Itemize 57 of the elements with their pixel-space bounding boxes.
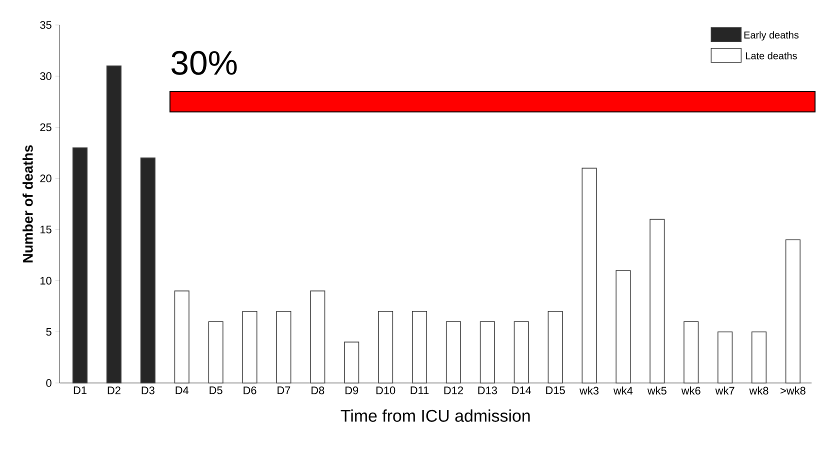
- x-tick-label: D1: [74, 386, 86, 394]
- x-tick-label: D6: [244, 386, 256, 394]
- bar: [684, 321, 699, 384]
- bar: [446, 321, 461, 384]
- x-tick-label: wk7: [715, 386, 734, 394]
- legend-label: Late deaths: [746, 52, 797, 60]
- bar: [412, 310, 428, 384]
- x-tick-label: D13: [478, 386, 497, 394]
- bar: [140, 158, 156, 384]
- bar: [514, 321, 529, 384]
- y-tick-label: 25: [40, 123, 52, 132]
- x-tick-label: wk5: [647, 386, 666, 395]
- bar: [310, 290, 326, 384]
- x-axis-title: Time from ICU admission: [340, 409, 530, 422]
- y-tick-label: 30: [40, 72, 52, 80]
- x-tick-label: D15: [546, 386, 565, 394]
- bar: [378, 310, 394, 384]
- x-tick-label: wk4: [613, 386, 633, 394]
- y-tick-label: 20: [40, 174, 52, 182]
- bar: [785, 239, 800, 384]
- x-tick-label: wk6: [681, 386, 700, 395]
- x-tick-label: D11: [410, 386, 429, 394]
- bar: [276, 310, 292, 384]
- y-tick-label: 35: [40, 21, 52, 29]
- legend-label: Early deaths: [744, 31, 799, 40]
- bar: [718, 331, 733, 384]
- x-tick-label: D9: [346, 386, 358, 394]
- y-tick-label: 5: [46, 328, 52, 336]
- x-tick-label: D12: [444, 386, 463, 394]
- bar: [582, 168, 597, 384]
- bar: [72, 147, 88, 384]
- y-tick-label: 10: [40, 276, 52, 285]
- y-tick-label: 15: [40, 226, 52, 234]
- x-tick-label: wk3: [580, 386, 599, 395]
- x-tick-label: D7: [278, 386, 290, 394]
- x-tick-label: wk8: [749, 386, 768, 395]
- x-tick-label: D8: [312, 386, 324, 394]
- band-label: 30%: [171, 50, 237, 75]
- x-tick-label: D4: [176, 386, 189, 394]
- bar: [242, 310, 258, 384]
- x-tick-label: >wk8: [780, 386, 806, 395]
- bar: [751, 331, 767, 384]
- x-tick-label: D2: [108, 386, 120, 394]
- bar: [480, 321, 495, 384]
- y-axis-title: Number of deaths: [22, 145, 33, 262]
- bar: [548, 310, 563, 384]
- x-tick-label: D14: [512, 386, 532, 394]
- bar: [106, 66, 122, 384]
- x-tick-label: D5: [210, 386, 222, 394]
- bar: [344, 342, 360, 384]
- x-tick-label: D3: [142, 386, 154, 394]
- x-tick-label: D10: [376, 386, 396, 394]
- bar: [208, 321, 224, 384]
- y-tick-label: 0: [46, 379, 52, 387]
- bar: [650, 218, 665, 384]
- bar: [174, 290, 190, 384]
- bar: [616, 270, 631, 384]
